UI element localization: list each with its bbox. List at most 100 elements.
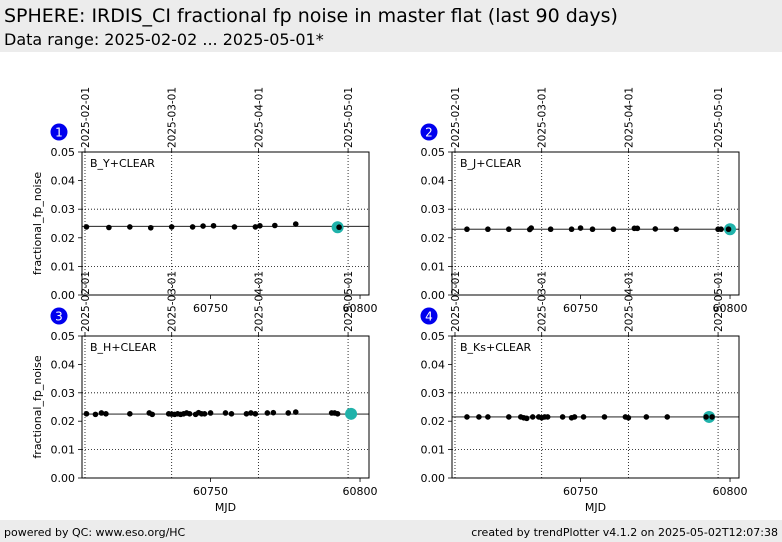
y-tick-label: 0.05 bbox=[51, 146, 76, 159]
plot-frame bbox=[451, 151, 740, 296]
data-point bbox=[272, 222, 278, 229]
x-tick-label: 60750 bbox=[193, 485, 228, 498]
data-point bbox=[547, 226, 554, 233]
page-header: SPHERE: IRDIS_CI fractional fp noise in … bbox=[0, 0, 782, 52]
y-tick-label: 0.01 bbox=[51, 444, 76, 457]
panel-4: 2025-02-01 2025-03-01 2025-04-01 2025-05-01… bbox=[420, 271, 748, 514]
data-point bbox=[92, 411, 99, 418]
data-point bbox=[189, 224, 196, 230]
data-point bbox=[270, 409, 277, 416]
y-tick-label: 0.03 bbox=[51, 387, 76, 400]
panel-1: 2025-02-01 2025-03-01 2025-04-01 2025-05-01… bbox=[31, 87, 378, 315]
panel-badge bbox=[50, 123, 68, 141]
y-tick-label: 0.01 bbox=[421, 444, 446, 457]
date-tick-label: 2025-03-01 bbox=[167, 271, 179, 332]
data-point bbox=[252, 411, 259, 417]
y-tick-label: 0.00 bbox=[421, 289, 446, 302]
y-axis-label: fractional_fp_noise bbox=[31, 172, 44, 275]
date-tick-label: 2025-05-01 bbox=[343, 87, 355, 148]
data-point bbox=[634, 225, 641, 232]
date-tick-label: 2025-03-01 bbox=[167, 87, 179, 148]
data-point bbox=[571, 414, 578, 420]
series-label: B_H+CLEAR bbox=[90, 341, 157, 354]
data-point bbox=[264, 410, 271, 416]
data-point bbox=[231, 224, 238, 230]
date-tick-label: 2025-04-01 bbox=[253, 271, 265, 332]
panel-badge bbox=[50, 307, 68, 325]
data-point bbox=[83, 411, 90, 417]
y-tick-label: 0.03 bbox=[421, 387, 446, 400]
y-tick-label: 0.03 bbox=[51, 203, 76, 216]
data-point bbox=[523, 415, 530, 422]
page-title: SPHERE: IRDIS_CI fractional fp noise in … bbox=[4, 5, 618, 27]
data-point bbox=[186, 411, 193, 417]
data-point bbox=[485, 226, 491, 233]
data-point bbox=[201, 411, 208, 417]
data-point bbox=[168, 224, 175, 230]
date-tick-label: 2025-02-01 bbox=[80, 271, 92, 332]
y-tick-label: 0.02 bbox=[421, 415, 446, 428]
date-tick-label: 2025-03-01 bbox=[537, 271, 549, 332]
x-tick-label: 60750 bbox=[563, 302, 598, 315]
y-tick-label: 0.01 bbox=[51, 260, 76, 273]
x-tick-label: 60750 bbox=[563, 485, 598, 498]
date-tick-label: 2025-02-01 bbox=[450, 87, 462, 148]
y-axis-label: fractional_fp_noise bbox=[31, 355, 44, 458]
panel-badge-number: 1 bbox=[55, 126, 63, 140]
panel-badge-number: 2 bbox=[425, 126, 433, 140]
data-point bbox=[559, 414, 566, 420]
y-tick-label: 0.04 bbox=[421, 358, 446, 371]
data-point bbox=[252, 224, 259, 230]
data-point bbox=[200, 223, 206, 229]
panel-badge bbox=[420, 307, 438, 325]
data-point bbox=[544, 414, 551, 420]
data-point bbox=[568, 226, 575, 233]
data-point bbox=[127, 224, 133, 230]
date-tick-label: 2025-05-01 bbox=[713, 87, 725, 148]
x-tick-label: 60800 bbox=[713, 302, 748, 315]
plot-frame bbox=[81, 151, 370, 296]
series-label: B_Y+CLEAR bbox=[90, 157, 155, 170]
x-axis-label: MJD bbox=[215, 501, 236, 514]
data-point bbox=[601, 414, 608, 420]
plot-frame bbox=[81, 335, 370, 479]
y-tick-label: 0.02 bbox=[421, 232, 446, 245]
panel-3: 2025-02-01 2025-03-01 2025-04-01 2025-05-01… bbox=[31, 271, 378, 514]
y-tick-label: 0.00 bbox=[51, 289, 76, 302]
footer-credit: powered by QC: www.eso.org/HC bbox=[4, 526, 186, 539]
date-tick-label: 2025-04-01 bbox=[623, 271, 635, 332]
data-point bbox=[210, 222, 217, 229]
data-point bbox=[643, 414, 650, 420]
data-point bbox=[285, 410, 292, 416]
page-footer: powered by QC: www.eso.org/HC created by… bbox=[0, 520, 782, 542]
date-tick-label: 2025-04-01 bbox=[253, 87, 265, 148]
date-tick-label: 2025-05-01 bbox=[343, 271, 355, 332]
x-tick-label: 60800 bbox=[343, 302, 378, 315]
plot-frame bbox=[451, 335, 740, 479]
data-point bbox=[529, 414, 536, 420]
data-point bbox=[98, 410, 105, 416]
data-point bbox=[292, 221, 299, 227]
date-tick-label: 2025-05-01 bbox=[713, 271, 725, 332]
data-point bbox=[103, 411, 109, 417]
data-point bbox=[147, 224, 154, 231]
panel-badge bbox=[420, 123, 438, 141]
y-tick-label: 0.05 bbox=[51, 330, 76, 343]
data-point bbox=[149, 411, 156, 418]
data-point bbox=[127, 411, 133, 417]
y-tick-label: 0.00 bbox=[421, 472, 446, 485]
y-tick-label: 0.04 bbox=[51, 358, 76, 371]
x-tick-label: 60800 bbox=[343, 485, 378, 498]
x-axis-label: MJD bbox=[585, 501, 606, 514]
y-tick-label: 0.01 bbox=[421, 260, 446, 273]
date-tick-label: 2025-03-01 bbox=[537, 87, 549, 148]
y-tick-label: 0.05 bbox=[421, 330, 446, 343]
data-point bbox=[703, 414, 709, 420]
series-label: B_J+CLEAR bbox=[460, 157, 522, 170]
data-point bbox=[610, 226, 617, 233]
data-point bbox=[709, 414, 715, 420]
data-point bbox=[228, 411, 235, 417]
date-tick-label: 2025-02-01 bbox=[80, 87, 92, 148]
data-point bbox=[243, 411, 250, 417]
data-point bbox=[485, 414, 491, 420]
